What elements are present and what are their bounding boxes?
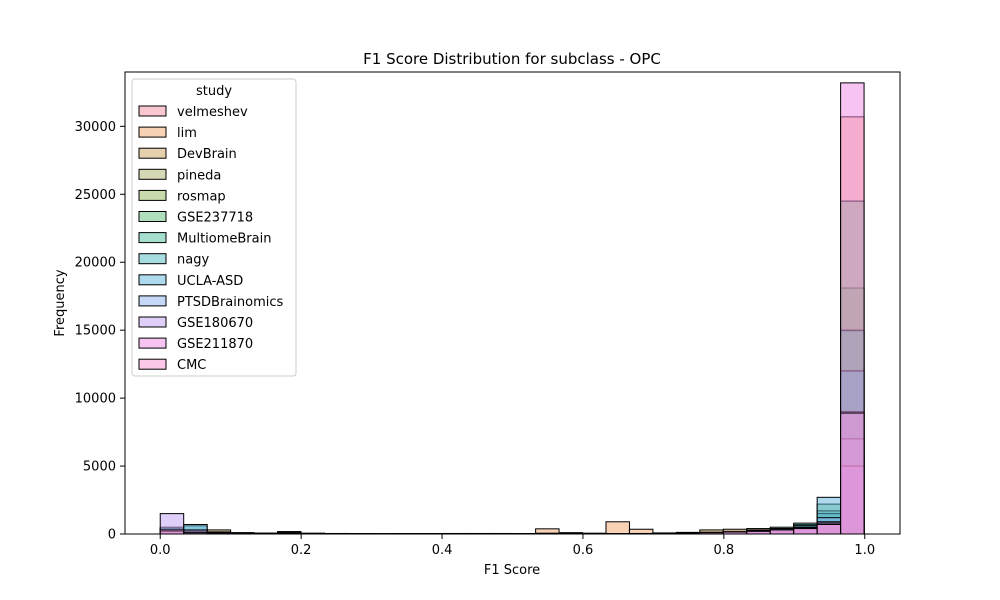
legend-swatch-velmeshev bbox=[138, 105, 167, 117]
legend-label-gse180670: GSE180670 bbox=[177, 316, 253, 331]
bar-cmc-bin-26 bbox=[769, 529, 795, 535]
y-axis: 0 5000 10000 15000 20000 25000 30000 bbox=[75, 120, 125, 543]
chart-title: F1 Score Distribution for subclass - OPC bbox=[363, 50, 661, 68]
legend-swatch-nagy bbox=[138, 253, 167, 265]
legend-swatch-rosmap bbox=[138, 189, 167, 201]
legend-swatch-gse211870 bbox=[138, 337, 167, 349]
legend-swatch-devbrain bbox=[138, 147, 167, 159]
legend-swatch-ucla-asd bbox=[138, 274, 167, 286]
legend-swatch-gse180670 bbox=[138, 316, 167, 328]
legend-label-ucla-asd: UCLA-ASD bbox=[177, 274, 243, 289]
legend-label-nagy: nagy bbox=[177, 253, 209, 268]
legend-swatch-lim bbox=[138, 126, 167, 138]
x-tick-label: 0.4 bbox=[432, 543, 453, 558]
bar-lim-bin-19 bbox=[605, 521, 630, 535]
legend-swatch-gse237718 bbox=[138, 211, 167, 222]
x-axis-title: F1 Score bbox=[484, 563, 540, 578]
legend-label-rosmap: rosmap bbox=[177, 189, 226, 204]
legend-label-lim: lim bbox=[177, 126, 197, 141]
x-tick-label: 1.0 bbox=[854, 543, 875, 558]
legend-title: study bbox=[196, 84, 232, 99]
legend-swatch-ptsdbrainomics bbox=[138, 295, 167, 307]
y-tick-label: 0 bbox=[108, 528, 116, 543]
y-tick-label: 5000 bbox=[83, 460, 116, 475]
bar-cmc-bin-0 bbox=[159, 529, 185, 535]
bar-cmc-bin-28 bbox=[816, 523, 842, 535]
y-tick-label: 15000 bbox=[75, 324, 116, 339]
legend-swatch-multiomebrain bbox=[138, 232, 167, 244]
y-axis-title: Frequency bbox=[53, 269, 68, 336]
plot-frame bbox=[124, 71, 901, 535]
legend-swatch-cmc bbox=[138, 358, 167, 370]
legend: study velmeshev lim DevBrain pineda rosmap GS… bbox=[131, 78, 297, 377]
legend-label-multiomebrain: MultiomeBrain bbox=[177, 232, 271, 247]
legend-frame bbox=[131, 78, 297, 377]
x-tick-label: 0.8 bbox=[714, 543, 735, 558]
y-tick-label: 10000 bbox=[75, 392, 116, 407]
bar-cmc-bin-27 bbox=[793, 528, 818, 535]
legend-label-gse211870: GSE211870 bbox=[177, 337, 253, 352]
y-tick-label: 20000 bbox=[75, 256, 116, 271]
legend-label-cmc: CMC bbox=[177, 358, 206, 373]
legend-label-ptsdbrainomics: PTSDBrainomics bbox=[177, 295, 283, 310]
x-tick-label: 0.2 bbox=[291, 543, 312, 558]
x-tick-label: 0.6 bbox=[573, 543, 594, 558]
bar-cmc-bin-29 bbox=[840, 412, 865, 535]
legend-label-gse237718: GSE237718 bbox=[177, 211, 253, 226]
x-axis: 0.0 0.2 0.4 0.6 0.8 1.0 bbox=[150, 534, 875, 558]
legend-label-devbrain: DevBrain bbox=[177, 147, 237, 162]
legend-items: velmeshev lim DevBrain pineda rosmap GSE23771… bbox=[138, 105, 283, 373]
y-tick-label: 25000 bbox=[75, 188, 116, 203]
legend-label-velmeshev: velmeshev bbox=[177, 105, 248, 120]
y-tick-label: 30000 bbox=[75, 120, 116, 135]
x-tick-label: 0.0 bbox=[150, 543, 171, 558]
legend-label-pineda: pineda bbox=[177, 168, 221, 183]
legend-swatch-pineda bbox=[138, 168, 167, 180]
